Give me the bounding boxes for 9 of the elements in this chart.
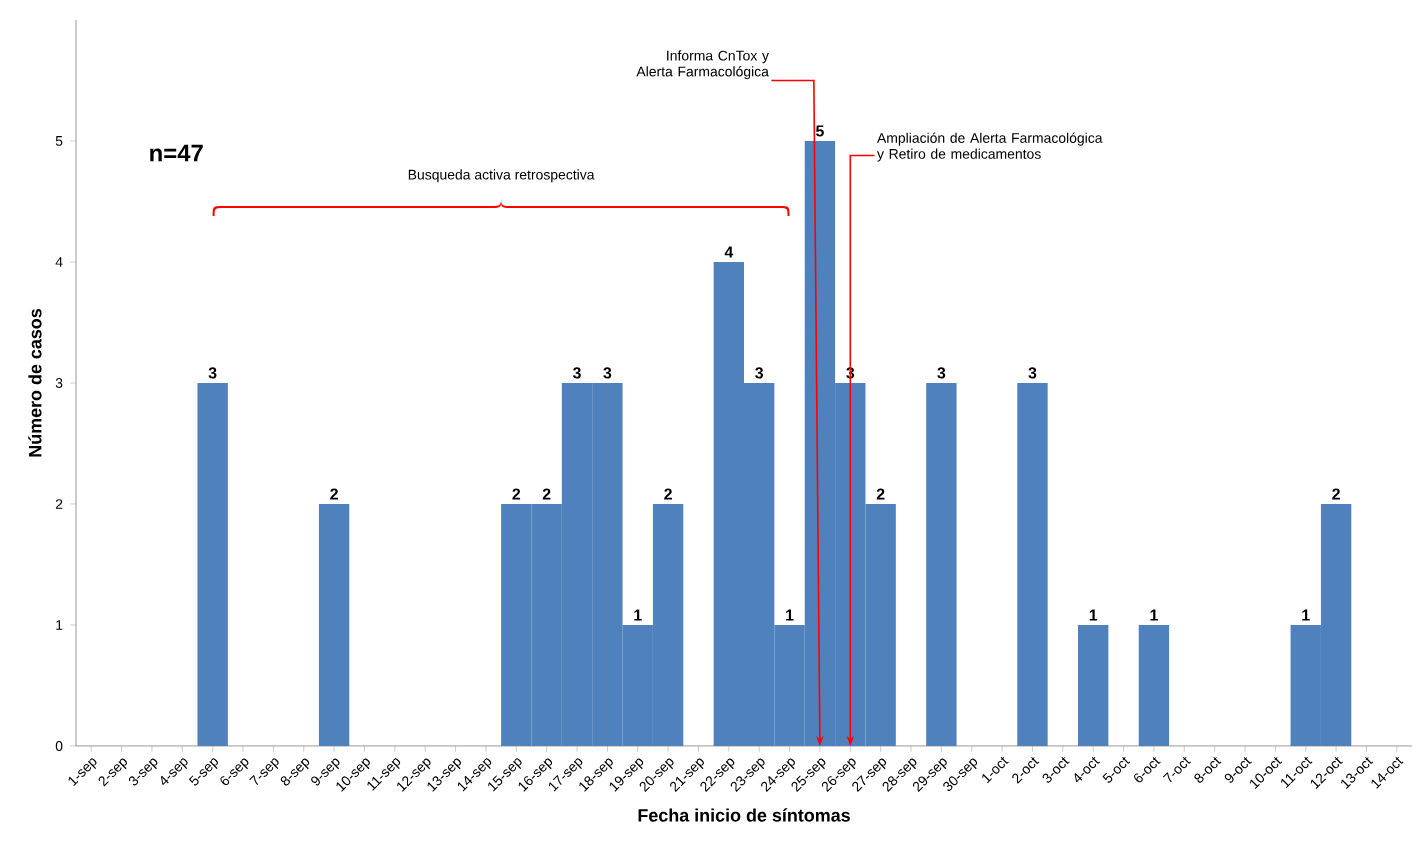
bar <box>1138 624 1170 746</box>
bar <box>1078 624 1109 746</box>
bar <box>318 503 350 746</box>
x-axis-title: Fecha inicio de síntomas <box>638 808 850 822</box>
bar <box>926 382 957 746</box>
bar <box>197 382 228 746</box>
bar <box>1017 382 1048 746</box>
y-axis-title: Número de casos <box>28 308 42 457</box>
annotation: n=47 <box>150 144 203 162</box>
